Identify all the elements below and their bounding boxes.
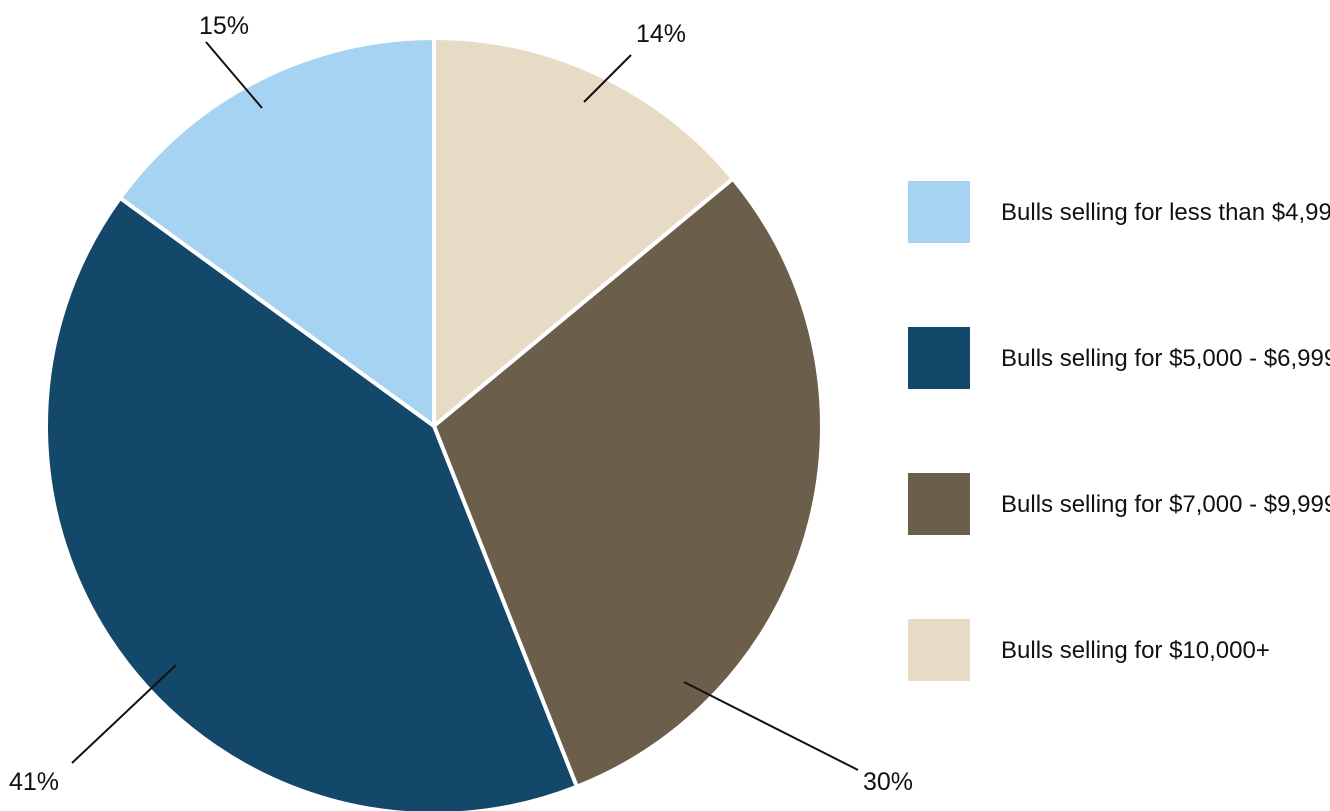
legend-item-2: Bulls selling for $5,000 - $6,999	[908, 327, 1330, 389]
legend-label: Bulls selling for $5,000 - $6,999	[1001, 345, 1330, 372]
pie-slices	[44, 36, 824, 811]
legend-swatch	[908, 473, 970, 535]
percentage-label-4: 14%	[636, 20, 686, 48]
leader-line-3	[683, 681, 859, 771]
legend-swatch	[908, 181, 970, 243]
pie-slice-2	[44, 195, 579, 811]
legend: Bulls selling for less than $4,999 Bulls …	[908, 181, 1330, 681]
leader-lines	[71, 41, 859, 771]
pie-slice-3	[432, 176, 824, 789]
legend-label: Bulls selling for less than $4,999	[1001, 199, 1330, 226]
legend-item-3: Bulls selling for $7,000 - $9,999	[908, 473, 1330, 535]
percentage-label-2: 41%	[9, 768, 59, 796]
legend-item-1: Bulls selling for less than $4,999	[908, 181, 1330, 243]
leader-line-2	[71, 664, 177, 764]
percentage-label-3: 30%	[863, 768, 913, 796]
legend-swatch	[908, 327, 970, 389]
pie-slice-4	[432, 36, 735, 428]
legend-swatch	[908, 619, 970, 681]
percentage-label-1: 15%	[199, 12, 249, 40]
legend-label: Bulls selling for $10,000+	[1001, 637, 1270, 664]
leader-line-1	[205, 41, 263, 109]
legend-label: Bulls selling for $7,000 - $9,999	[1001, 491, 1330, 518]
percentage-labels: 15% 41% 30% 14%	[9, 12, 913, 796]
legend-item-4: Bulls selling for $10,000+	[908, 619, 1270, 681]
pie-slice-1	[118, 36, 436, 428]
leader-line-4	[583, 54, 632, 103]
